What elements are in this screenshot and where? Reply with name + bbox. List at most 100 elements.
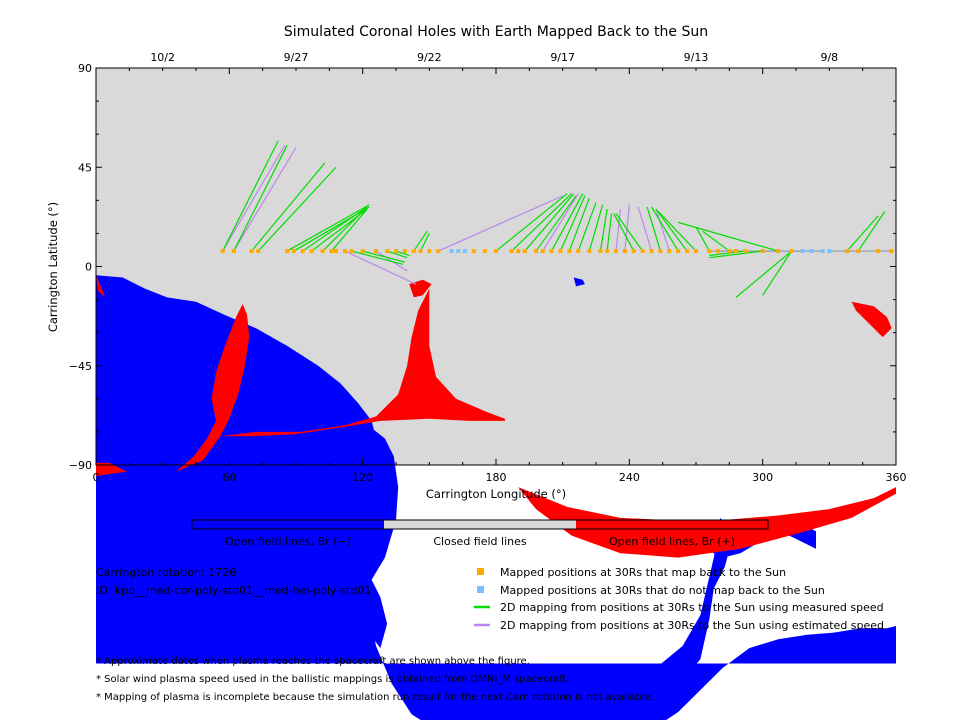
mapped-point-4 <box>285 249 290 254</box>
legend-not-mapped-swatch <box>477 586 484 593</box>
legend-bar-frame <box>191 519 769 530</box>
measured-mapping-line-23 <box>577 202 597 252</box>
measured-mapping-line-22 <box>568 197 590 252</box>
run-id: ID: kpo__med-cor-poly-std01__med-hel-pol… <box>96 584 372 597</box>
x-tick-label: 60 <box>222 471 236 484</box>
measured-mapping-line-37 <box>709 250 763 259</box>
mapped-point-10 <box>334 249 338 254</box>
measured-mapping-line-9 <box>331 208 368 252</box>
legend-measured-label: 2D mapping from positions at 30Rs to the… <box>500 601 884 614</box>
legend-bar-positive-label: Open field lines, Br (+) <box>609 535 735 548</box>
mapped-point-40 <box>640 249 645 254</box>
mapped-point-17 <box>402 249 407 254</box>
x-axis-label: Carrington Longitude (°) <box>426 487 566 501</box>
y-axis-label: Carrington Latitude (°) <box>46 202 60 332</box>
date-tick-label: 9/22 <box>417 51 442 64</box>
mapped-point-25 <box>509 249 514 254</box>
mapped-point-27 <box>522 249 527 254</box>
mapped-point-9 <box>329 249 334 254</box>
measured-mapping-line-3 <box>257 166 337 252</box>
positive-coronal-hole-3 <box>220 288 505 437</box>
mapped-point-41 <box>649 249 654 254</box>
mapped-point-42 <box>658 249 663 254</box>
mapped-point-13 <box>360 249 365 254</box>
chart-title: Simulated Coronal Holes with Earth Mappe… <box>284 24 708 40</box>
x-axis-ticks: 0 60 120 180 240 300 360 <box>93 68 907 484</box>
estimated-mapping-line-5 <box>542 193 579 252</box>
estimated-mapping-line-0 <box>222 144 286 252</box>
measured-mapping-line-33 <box>695 226 710 252</box>
date-tick-labels: 10/2 9/27 9/22 9/17 9/13 9/8 <box>150 51 838 64</box>
measured-mapping-line-2 <box>251 162 326 252</box>
mapped-point-8 <box>320 249 325 254</box>
mapped-point-2 <box>249 249 254 254</box>
measured-mapping-line-12 <box>386 250 408 259</box>
x-tick-label: 0 <box>93 471 100 484</box>
mapped-point-16 <box>394 249 398 254</box>
measured-mapping-line-14 <box>413 230 428 252</box>
note-incomplete: * Mapping of plasma is incomplete becaus… <box>96 692 654 703</box>
mapped-point-57 <box>876 249 881 254</box>
mapped-point-32 <box>567 249 572 254</box>
mapped-point-50 <box>734 249 738 254</box>
measured-mapping-line-25 <box>599 209 608 252</box>
measured-mapping-line-30 <box>651 206 679 252</box>
mapped-point-26 <box>516 249 521 254</box>
mapped-point-19 <box>418 249 423 254</box>
measured-mapping-line-19 <box>535 195 577 252</box>
not-mapped-point-5 <box>820 249 825 254</box>
legend-bar-closed <box>384 520 576 529</box>
mapped-point-33 <box>576 249 581 254</box>
x-tick-label: 120 <box>352 471 373 484</box>
mapped-point-43 <box>667 249 672 254</box>
mapped-point-48 <box>716 249 721 254</box>
carrington-rotation: Carrington rotation: 1726 <box>96 566 237 579</box>
legend-bar-closed-label: Closed field lines <box>433 535 527 548</box>
mapped-point-34 <box>587 249 592 254</box>
x-tick-label: 360 <box>886 471 907 484</box>
x-tick-label: 240 <box>619 471 640 484</box>
measured-mapping-line-10 <box>351 250 403 265</box>
mapped-point-56 <box>856 249 861 254</box>
mapped-point-46 <box>694 249 698 254</box>
measured-mapping-line-29 <box>646 206 662 252</box>
y-tick-label: −45 <box>69 360 92 373</box>
date-tick-label: 9/8 <box>820 51 838 64</box>
mapped-point-38 <box>622 249 627 254</box>
measured-mapping-line-26 <box>606 213 613 252</box>
measured-mapping-line-35 <box>678 221 779 252</box>
not-mapped-point-6 <box>827 249 832 254</box>
measured-mapping-line-24 <box>588 204 604 252</box>
measured-mapping-line-16 <box>495 193 568 252</box>
not-mapped-point-0 <box>449 249 454 254</box>
mapped-point-5 <box>291 249 296 254</box>
mapped-point-37 <box>614 249 618 254</box>
mapped-point-18 <box>411 249 416 254</box>
date-tick-label: 9/17 <box>550 51 575 64</box>
negative-coronal-hole-5 <box>189 319 203 327</box>
negative-coronal-hole-4 <box>573 277 585 287</box>
measured-mapping-line-38 <box>735 250 792 298</box>
measured-mapping-line-34 <box>702 230 730 252</box>
positive-coronal-hole-5 <box>851 301 892 338</box>
plot-area <box>95 67 897 720</box>
measured-mapping-line-39 <box>762 250 793 296</box>
not-mapped-point-3 <box>800 249 805 254</box>
positive-coronal-hole-1 <box>96 462 128 476</box>
measured-mapping-line-21 <box>559 195 586 252</box>
mapped-point-20 <box>427 249 432 254</box>
measured-mapping-line-15 <box>419 233 430 252</box>
y-tick-label: −90 <box>69 459 92 472</box>
mapped-point-45 <box>685 249 690 254</box>
mapped-point-52 <box>760 249 765 254</box>
estimated-mapping-line-1 <box>233 147 297 252</box>
legend-bar-negative-label: Open field lines, Br (−) <box>225 535 351 548</box>
measured-mapping-line-18 <box>524 193 575 252</box>
mapped-point-1 <box>231 249 236 254</box>
mapped-point-47 <box>707 249 712 254</box>
mapped-point-49 <box>727 249 732 254</box>
measured-mapping-line-4 <box>286 204 370 252</box>
measured-mapping-line-1 <box>233 144 288 252</box>
positive-coronal-hole-0 <box>96 275 105 298</box>
